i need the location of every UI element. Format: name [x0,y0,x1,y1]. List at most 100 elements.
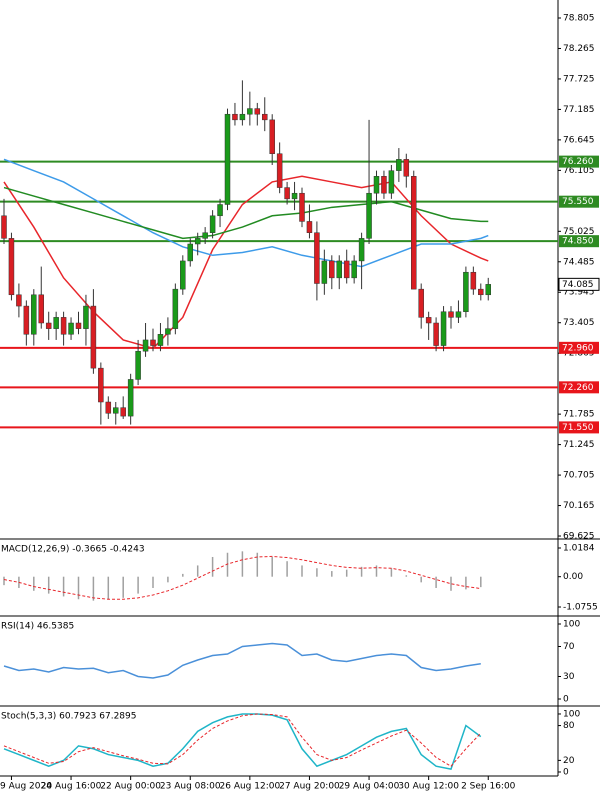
candle-body [165,328,171,335]
histogram-bar [3,576,5,586]
candle-body [75,322,82,329]
y-tick-label: 71.245 [563,440,595,450]
candle-body [418,288,424,318]
candle-body [463,271,469,312]
histogram-bar [465,576,467,590]
histogram-bar [360,566,363,577]
level-label-box [559,155,599,168]
x-tick-label: 20 Aug 16:00 [41,782,102,792]
histogram-bar [77,576,80,600]
y-tick-label: 0 [563,767,569,777]
indicator-line [3,186,489,240]
y-tick-label: 74.485 [563,257,595,267]
y-tick-label: 100 [563,709,580,719]
y-tick-label: 76.645 [563,135,595,145]
candle-body [60,317,67,335]
histogram-bar [271,556,273,577]
histogram-bar [286,561,288,577]
candle-body [16,294,22,307]
last-price-label: 74.085 [562,280,594,290]
histogram-bar [226,552,229,577]
candle-body [8,238,15,296]
histogram-bar [316,568,318,577]
candle-body [98,367,104,403]
candle-body [276,153,283,188]
candle-body [381,176,387,194]
candle-body [373,176,380,194]
histogram-bar [211,556,214,577]
candle-body [157,334,164,346]
candle-body [291,192,298,200]
y-tick-label: 20 [563,756,575,766]
candle-body [306,221,313,233]
y-tick-label: 77.725 [563,74,595,84]
candle-body [45,322,52,329]
candle-body [299,192,305,222]
candle-body [142,339,149,352]
y-tick-label: 69.625 [563,532,595,542]
y-tick-label: -1.0755 [563,603,598,613]
candle-body [68,322,74,335]
level-label: 74.850 [562,237,594,247]
candle-body [83,305,89,329]
candle-body [127,379,134,417]
histogram-bar [480,576,482,588]
histogram-bar [375,565,378,577]
level-label-box [559,381,599,394]
y-tick-label: 71.785 [563,410,595,420]
candle-body [209,215,216,233]
level-label-box [559,421,599,434]
candle-body [433,322,439,346]
histogram-bar [420,576,422,583]
candle-body [202,232,208,239]
candle-body [411,176,417,290]
indicator-line [3,713,482,770]
level-label: 75.550 [562,197,594,207]
y-tick-label: 73.405 [563,318,595,328]
level-label: 71.550 [562,423,594,433]
candle-body [224,113,231,205]
histogram-bar [137,576,139,594]
candle-body [396,159,402,171]
candle-body [448,311,454,318]
candle-body [440,311,447,346]
candle-body [425,317,432,324]
candle-body [135,350,141,380]
x-tick-label: 9 Aug 2024 [0,782,52,792]
histogram-bar [62,576,65,597]
candle-body [105,401,112,414]
candle-body [53,317,59,329]
histogram-bar [196,565,199,577]
indicator-line [3,642,481,679]
candle-body [470,271,477,290]
histogram-bar [241,551,244,577]
candle-body [90,305,97,369]
last-price-box [558,277,600,291]
candle-body [217,204,223,217]
candle-body [120,407,126,417]
candle-body [1,215,7,239]
histogram-bar [152,576,154,588]
histogram-bar [450,576,452,591]
candle-body [321,260,328,284]
candle-body [150,339,156,346]
candle-body [366,192,372,239]
histogram-bar [301,565,303,577]
x-tick-label: 23 Aug 08:00 [160,782,221,792]
candle-body [478,288,484,296]
x-tick-label: 30 Aug 12:00 [398,782,459,792]
y-tick-label: 73.945 [563,288,595,298]
candle-body [247,108,253,115]
level-label: 72.260 [562,383,594,393]
histogram-bar [390,568,393,577]
candle-body [343,260,350,279]
histogram-bar [167,576,169,583]
y-tick-label: 70.705 [563,471,595,481]
indicator-line [3,555,481,600]
histogram-bar [47,576,50,594]
x-tick-label: 22 Aug 00:00 [100,782,161,792]
histogram-bar [256,552,259,577]
histogram-bar [405,575,408,577]
y-tick-label: 0.00 [563,572,583,582]
